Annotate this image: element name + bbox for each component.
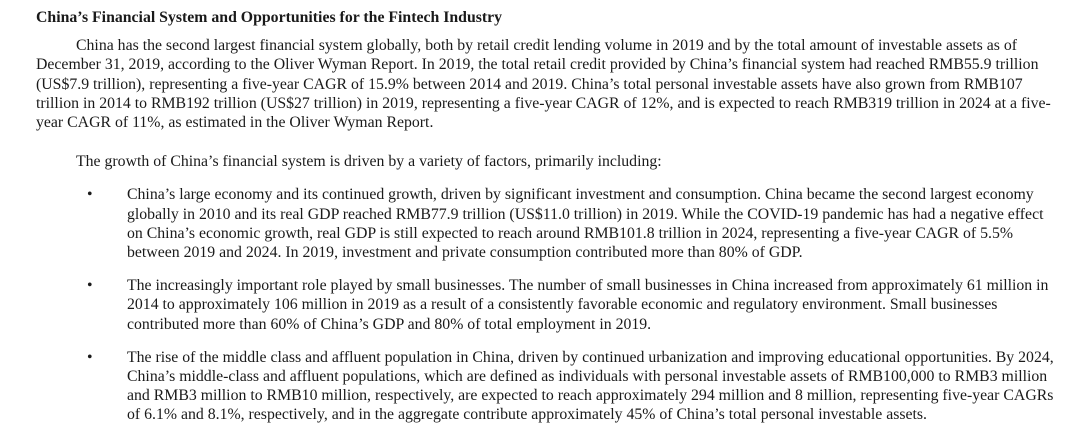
bullet-icon: • <box>87 348 93 366</box>
bullet-icon: • <box>87 277 93 295</box>
growth-factors-list: • China’s large economy and its continue… <box>36 185 1054 424</box>
list-item-economy: • China’s large economy and its continue… <box>36 185 1054 262</box>
paragraph-financial-system-overview: China has the second largest financial s… <box>36 37 1051 132</box>
bullet-text-middle-class: The rise of the middle class and affluen… <box>127 348 1054 424</box>
bullet-text-small-businesses: The increasingly important role played b… <box>127 277 1049 333</box>
bullet-text-economy: China’s large economy and its continued … <box>127 186 1044 262</box>
list-item-small-businesses: • The increasingly important role played… <box>36 276 1054 334</box>
section-heading: China’s Financial System and Opportuniti… <box>36 9 503 26</box>
paragraph-growth-factors-intro: The growth of China’s financial system i… <box>76 153 662 171</box>
bullet-icon: • <box>87 186 93 204</box>
list-item-middle-class: • The rise of the middle class and afflu… <box>36 348 1054 425</box>
